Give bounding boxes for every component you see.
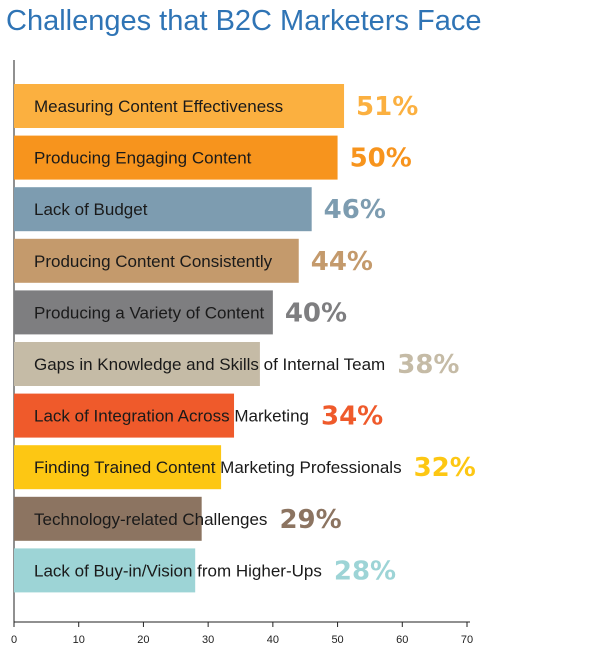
bar-9 [14,496,202,541]
value-label: 50% [350,144,412,174]
value-label: 29% [279,505,341,535]
value-label: 44% [311,247,373,277]
bar-3 [14,187,312,232]
chart-title: Challenges that B2C Marketers Face [6,5,482,37]
value-label: 34% [321,402,383,432]
value-label: 32% [414,453,476,483]
category-label: Finding Trained Content Marketing Profes… [34,458,402,477]
category-label: Producing Content Consistently [34,252,273,271]
x-tick-label: 70 [461,634,473,646]
bar-7 [14,393,235,438]
value-label: 40% [285,298,347,328]
x-tick-label: 10 [73,634,85,646]
x-ticks-group: 0 10 20 30 40 50 60 70 [11,622,473,646]
x-tick-label: 30 [202,634,214,646]
value-label: 51% [356,92,418,122]
bar-4 [14,238,299,283]
bar-5 [14,290,273,335]
bar-2 [14,135,338,180]
value-label: 46% [324,195,386,225]
x-tick-label: 20 [137,634,149,646]
value-label: 28% [334,556,396,586]
category-label: Producing Engaging Content [34,149,252,168]
category-label: Lack of Budget [34,200,148,219]
x-tick-label: 60 [396,634,408,646]
category-label: Lack of Integration Across Marketing [34,407,309,426]
category-label: Technology-related Challenges [34,510,267,529]
category-label: Lack of Buy-in/Vision from Higher-Ups [34,561,322,580]
value-label: 38% [397,350,459,380]
bar-1 [14,84,345,128]
bars-group: Measuring Content Effectiveness 51% Produc… [14,84,476,593]
bar-8 [14,445,222,490]
x-tick-label: 0 [11,634,17,646]
category-label: Measuring Content Effectiveness [34,97,283,116]
x-tick-label: 40 [267,634,279,646]
category-label: Gaps in Knowledge and Skills of Internal… [34,355,385,374]
category-label: Producing a Variety of Content [34,303,265,322]
bar-6 [14,342,260,386]
x-tick-label: 50 [331,634,343,646]
bar-10 [14,548,196,593]
